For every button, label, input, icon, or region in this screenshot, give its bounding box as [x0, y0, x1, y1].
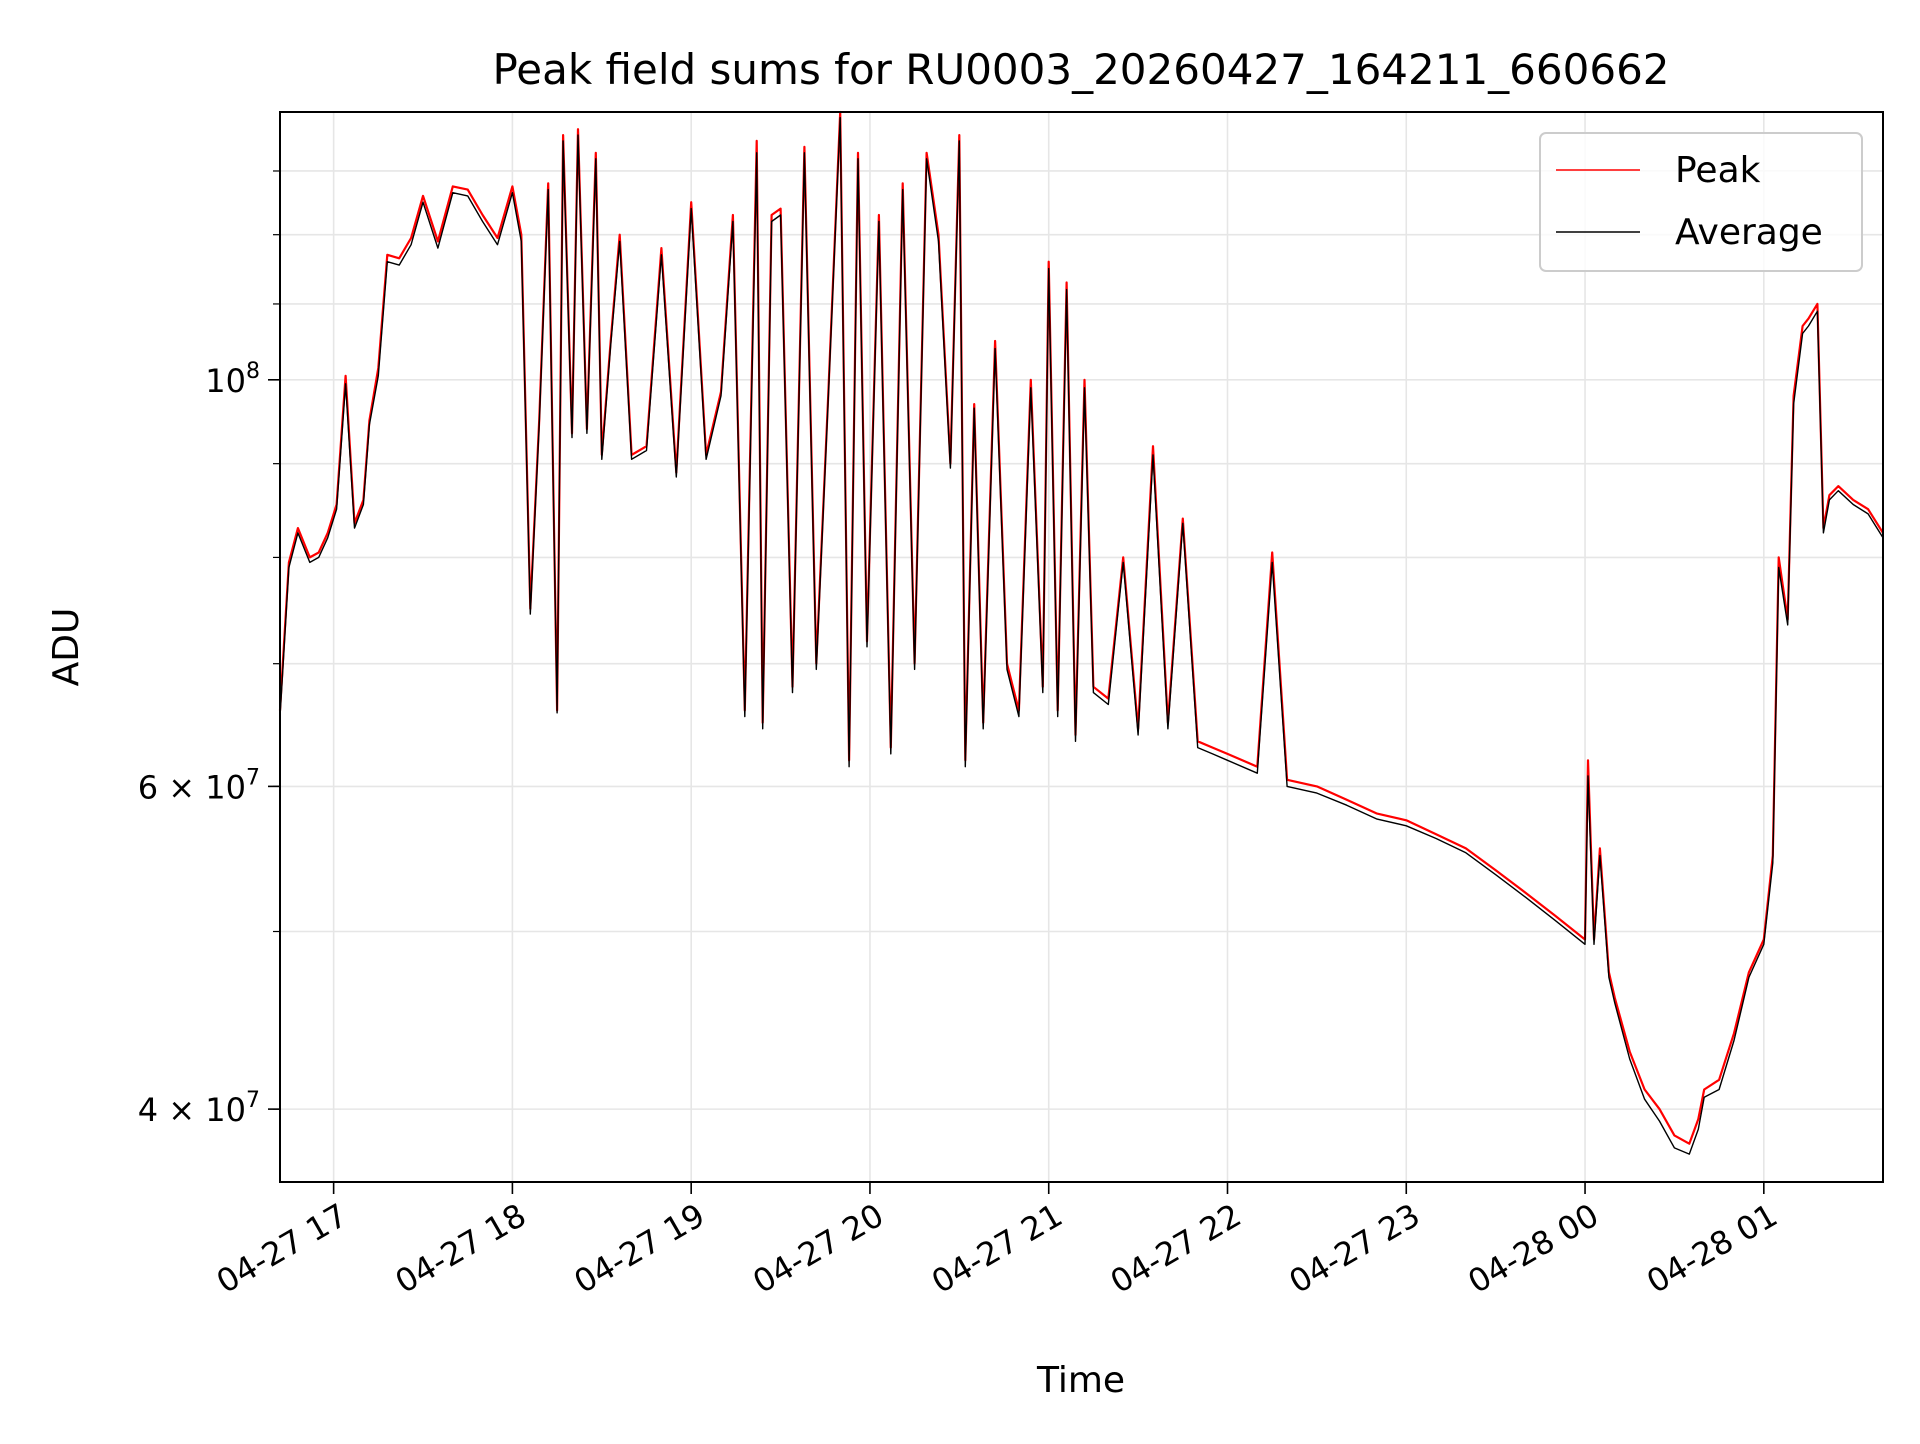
legend-label-average: Average — [1675, 212, 1823, 253]
y-tick-label-base: 10 — [205, 362, 246, 400]
series-line-average — [279, 116, 1884, 1155]
y-tick-label-exponent: 8 — [246, 359, 260, 384]
series-layer — [278, 110, 1884, 1155]
legend-box — [1539, 132, 1863, 272]
y-tick-label: 4 × 107 — [138, 1088, 260, 1129]
y-axis-label: ADU — [46, 608, 87, 687]
y-tick-label-base: 6 × 10 — [138, 768, 246, 806]
x-axis-label: Time — [1036, 1360, 1125, 1401]
y-tick-label: 108 — [205, 359, 260, 400]
y-tick-label-base: 4 × 10 — [138, 1091, 246, 1129]
legend-label-peak: Peak — [1675, 150, 1761, 191]
y-tick-label-exponent: 7 — [246, 1088, 260, 1113]
y-tick-label-exponent: 7 — [246, 765, 260, 790]
legend: Peak Average — [1539, 132, 1863, 272]
plot-frame — [279, 111, 1884, 1183]
y-tick-label: 6 × 107 — [138, 765, 260, 806]
chart-title: Peak field sums for RU0003_20260427_1642… — [492, 45, 1669, 94]
